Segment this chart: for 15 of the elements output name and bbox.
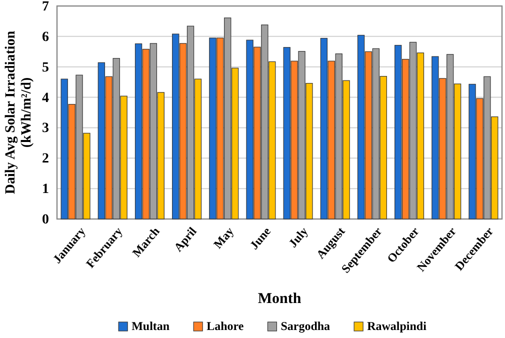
y-tick-label: 2 (42, 152, 49, 167)
y-tick-label: 6 (42, 30, 49, 45)
y-tick-label: 4 (42, 90, 49, 106)
y-tick-label: 0 (42, 212, 49, 228)
y-tick-label: 1 (42, 182, 49, 198)
y-axis-title: Daily Avg Solar Irradiation (kWh/m²/d) (4, 30, 35, 194)
legend-label: Rawalpindi (367, 319, 428, 333)
y-tick-label: 7 (42, 0, 49, 14)
y-tick-label: 3 (42, 121, 49, 136)
y-tick-label: 5 (42, 60, 49, 76)
legend-label: Lahore (206, 319, 244, 333)
legend-label: Sargodha (280, 319, 330, 333)
legend-label: Multan (132, 319, 170, 333)
x-axis-title: Month (258, 291, 302, 307)
x-tick-label: July (286, 224, 311, 250)
